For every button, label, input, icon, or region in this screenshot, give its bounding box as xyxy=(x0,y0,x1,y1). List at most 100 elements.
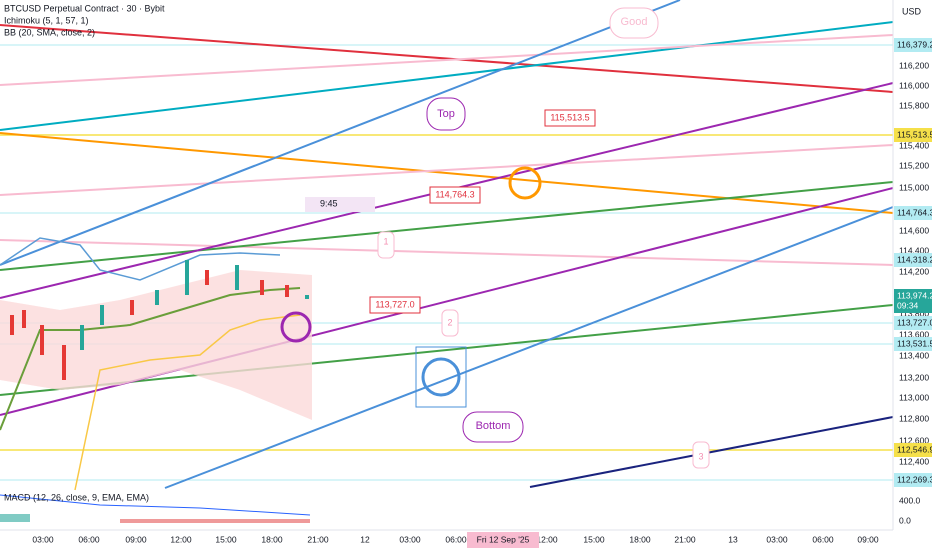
time-tick: 21:00 xyxy=(674,534,696,544)
callout-text: Bottom xyxy=(476,420,511,432)
price-label-text: 114,764.3 xyxy=(435,189,474,199)
price-tick: 400.0 xyxy=(899,495,921,505)
price-tick: 113,000 xyxy=(899,392,929,402)
trendline xyxy=(0,181,894,271)
time-tick: 12:00 xyxy=(170,534,192,544)
time-tick: 15:00 xyxy=(215,534,237,544)
price-mark: 116,379.2 xyxy=(897,39,932,49)
count-box xyxy=(692,441,710,469)
price-tick: 114,400 xyxy=(899,245,929,255)
trendline xyxy=(0,144,894,196)
time-tick: 03:00 xyxy=(399,534,421,544)
smiley xyxy=(508,166,542,200)
time-tick: 15:00 xyxy=(583,534,605,544)
selection xyxy=(415,346,467,408)
price-mark: 114,764.3 xyxy=(897,207,932,217)
price-mark: 112,546.9 xyxy=(897,444,932,454)
price-tick: 115,000 xyxy=(899,182,929,192)
time-tick: 06:00 xyxy=(78,534,100,544)
time-tick: 06:00 xyxy=(445,534,467,544)
trendline xyxy=(164,206,894,489)
count-text: 3 xyxy=(698,451,703,461)
price-tick: 112,600 xyxy=(899,435,929,445)
callout-text: Top xyxy=(437,108,455,120)
current-price-bg xyxy=(894,289,932,313)
macd-hist xyxy=(0,514,30,522)
indicator: Ichimoku (5, 1, 57, 1) xyxy=(4,15,89,25)
price-mark-bg xyxy=(894,473,932,487)
price-label-text: 113,727.0 xyxy=(375,299,414,309)
time-text: 9:45 xyxy=(320,198,338,208)
time-box xyxy=(305,197,375,212)
trendline xyxy=(0,304,894,396)
price-tick: 113,200 xyxy=(899,372,929,382)
price-label xyxy=(369,296,421,314)
trendline xyxy=(0,239,894,266)
price-label xyxy=(544,109,596,127)
time-tick: 21:00 xyxy=(307,534,329,544)
price-label-text: 115,513.5 xyxy=(550,112,589,122)
price-mark: 112,269.3 xyxy=(897,474,932,484)
time-tick: 03:00 xyxy=(766,534,788,544)
macd-label: MACD (12, 26, close, 9, EMA, EMA) xyxy=(4,492,149,502)
time-cursor: Fri 12 Sep '25 xyxy=(477,534,530,544)
ichimoku-span xyxy=(74,314,301,491)
time-tick: 09:00 xyxy=(857,534,879,544)
price-tick: 115,800 xyxy=(899,100,929,110)
callout xyxy=(462,411,524,443)
trendline xyxy=(0,132,894,214)
callout xyxy=(426,97,466,131)
time-tick: 09:00 xyxy=(125,534,147,544)
trendline xyxy=(0,0,681,266)
price-mark-bg xyxy=(894,337,932,351)
price-tick: 113,600 xyxy=(899,329,929,339)
price-tick: 116,000 xyxy=(899,80,929,90)
count-box xyxy=(377,231,395,259)
price-tick: 0.0 xyxy=(899,515,911,525)
time-tick: 18:00 xyxy=(629,534,651,544)
price-tick: 112,800 xyxy=(899,413,929,423)
macd-hist xyxy=(120,519,310,523)
price-mark: 113,531.5 xyxy=(897,338,932,348)
price-tick: 112,400 xyxy=(899,456,929,466)
bb-band xyxy=(0,237,281,281)
time-tick: 06:00 xyxy=(812,534,834,544)
time-tick: 03:00 xyxy=(32,534,54,544)
price-tick: 113,800 xyxy=(899,308,929,318)
sad-emoji xyxy=(421,357,461,397)
candles xyxy=(10,260,309,380)
price-mark-bg xyxy=(894,38,932,52)
price-tick: 115,400 xyxy=(899,140,929,150)
price-mark-bg xyxy=(894,128,932,142)
price-label xyxy=(429,186,481,204)
trendline xyxy=(0,34,894,86)
trendline xyxy=(0,21,894,131)
price-mark-bg xyxy=(894,206,932,220)
price-mark-bg xyxy=(894,316,932,330)
currency: USD xyxy=(902,6,922,16)
count-text: 1 xyxy=(383,236,388,246)
price-tick: 116,200 xyxy=(899,60,929,70)
time-tick: 12:00 xyxy=(536,534,558,544)
price-mark: 115,513.5 xyxy=(897,129,932,139)
cloud xyxy=(0,270,312,420)
price-mark: 113,727.0 xyxy=(897,317,932,327)
callout xyxy=(609,7,659,39)
time-tick: 12 xyxy=(360,534,370,544)
price-mark-bg xyxy=(894,253,932,267)
macd-line xyxy=(0,494,311,516)
time-tick: 13 xyxy=(728,534,738,544)
count-box xyxy=(441,309,459,337)
time-cursor-bg xyxy=(467,532,539,548)
countdown: 09:34 xyxy=(897,300,919,310)
price-tick: 114,600 xyxy=(899,225,929,235)
trendline xyxy=(529,416,894,488)
price-tick: 114,200 xyxy=(899,266,929,276)
price-mark-bg xyxy=(894,443,932,457)
symbol: BTCUSD Perpetual Contract · 30 · Bybit xyxy=(4,3,165,13)
indicator: BB (20, SMA, close, 2) xyxy=(4,27,95,37)
callout-text: Good xyxy=(621,16,648,28)
time-tick: 18:00 xyxy=(261,534,283,544)
